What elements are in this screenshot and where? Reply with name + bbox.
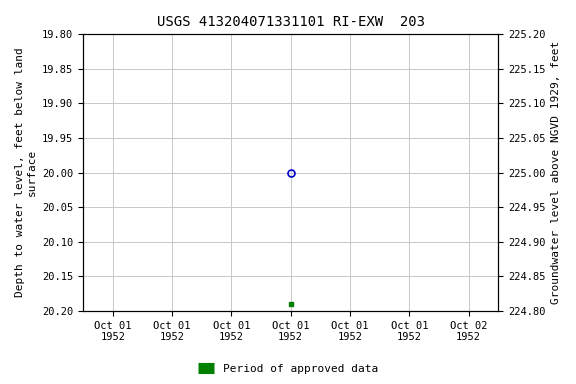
Y-axis label: Depth to water level, feet below land
surface: Depth to water level, feet below land su… (15, 48, 37, 298)
Legend: Period of approved data: Period of approved data (193, 359, 383, 379)
Y-axis label: Groundwater level above NGVD 1929, feet: Groundwater level above NGVD 1929, feet (551, 41, 561, 304)
Title: USGS 413204071331101 RI-EXW  203: USGS 413204071331101 RI-EXW 203 (157, 15, 425, 29)
